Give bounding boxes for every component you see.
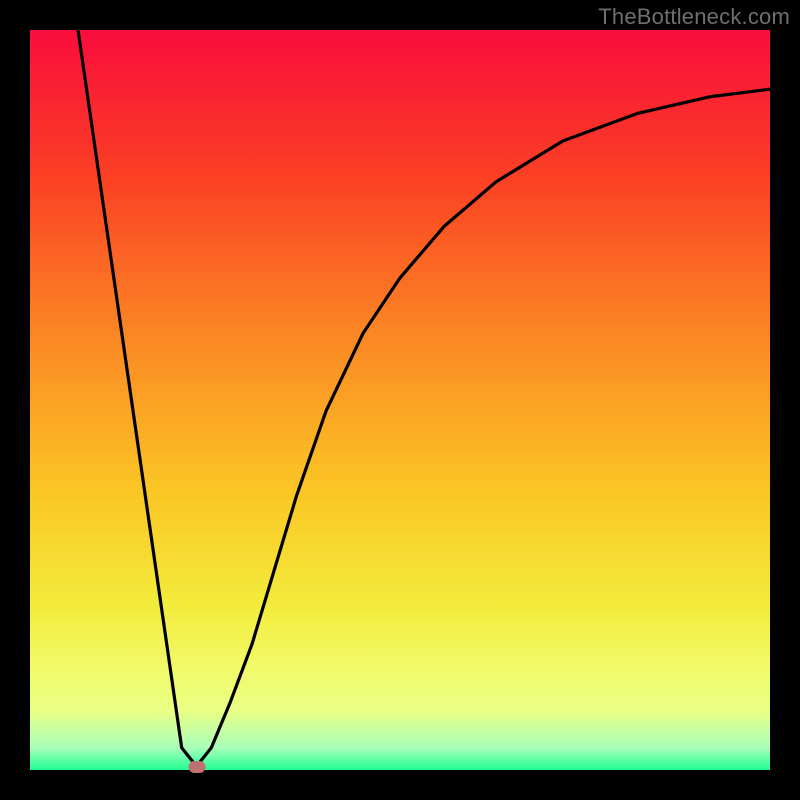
plot-area	[30, 30, 770, 770]
chart-frame: TheBottleneck.com	[0, 0, 800, 800]
gradient-background	[30, 30, 770, 770]
bottleneck-marker	[188, 761, 205, 773]
watermark-text: TheBottleneck.com	[598, 4, 790, 30]
